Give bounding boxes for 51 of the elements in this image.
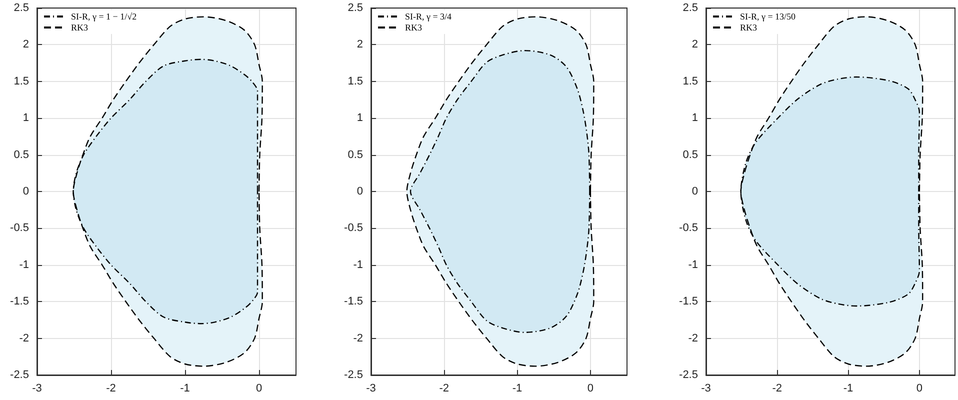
x-tick-label: 0 (916, 382, 922, 394)
y-tick-label: 0 (692, 186, 698, 198)
y-tick-label: 2.5 (348, 2, 363, 14)
x-tick-label: 0 (587, 382, 594, 394)
y-tick-label: -0.5 (10, 222, 29, 234)
legend-label: SI-R, γ = 1 − 1/√2 (71, 12, 137, 22)
y-tick-label: 0.5 (14, 148, 29, 161)
y-tick-label: -2.5 (344, 369, 363, 381)
y-tick-label: -2 (19, 332, 29, 344)
x-tick-label: -1 (843, 382, 854, 394)
x-tick-label: -3 (366, 382, 376, 394)
y-tick-label: -2 (353, 332, 363, 344)
y-tick-label: 2 (356, 38, 363, 51)
y-tick-label: 0.5 (682, 148, 698, 161)
y-tick-label: -1 (688, 258, 698, 271)
x-tick-label: -3 (701, 382, 711, 394)
y-tick-label: 0 (22, 186, 29, 198)
x-tick-label: -1 (180, 382, 190, 394)
legend-label: RK3 (405, 22, 422, 32)
y-tick-label: 2.5 (682, 2, 698, 14)
y-tick-label: 2 (22, 38, 29, 51)
y-tick-label: -1 (353, 258, 363, 271)
y-tick-label: 1.5 (14, 75, 29, 88)
y-tick-label: 1 (356, 112, 363, 124)
y-tick-label: -0.5 (679, 222, 698, 234)
y-tick-label: 1.5 (348, 75, 363, 88)
y-tick-label: -2 (688, 332, 698, 344)
legend-label: SI-R, γ = 13/50 (740, 12, 796, 22)
y-tick-label: -1.5 (10, 296, 29, 308)
y-tick-label: -2.5 (679, 369, 698, 381)
legend-label: RK3 (71, 22, 88, 32)
x-tick-label: -3 (32, 382, 42, 394)
x-tick-label: -2 (772, 382, 782, 394)
legend-label: RK3 (740, 22, 758, 32)
y-tick-label: -2.5 (10, 369, 29, 381)
x-tick-label: -1 (512, 382, 522, 394)
y-tick-label: -0.5 (344, 222, 363, 234)
x-tick-label: -2 (106, 382, 116, 394)
y-tick-label: 1 (22, 112, 29, 124)
legend-label: SI-R, γ = 3/4 (405, 12, 452, 22)
y-tick-label: 1 (692, 112, 698, 124)
y-tick-label: 0 (356, 186, 363, 198)
x-tick-label: -2 (439, 382, 450, 394)
y-tick-label: -1.5 (679, 296, 698, 308)
y-tick-label: -1 (19, 258, 29, 271)
y-tick-label: -1.5 (344, 296, 363, 308)
y-tick-label: 1.5 (682, 75, 698, 88)
y-tick-label: 2.5 (14, 2, 29, 14)
y-tick-label: 2 (692, 38, 698, 51)
x-tick-label: 0 (256, 382, 262, 394)
y-tick-label: 0.5 (348, 148, 363, 161)
